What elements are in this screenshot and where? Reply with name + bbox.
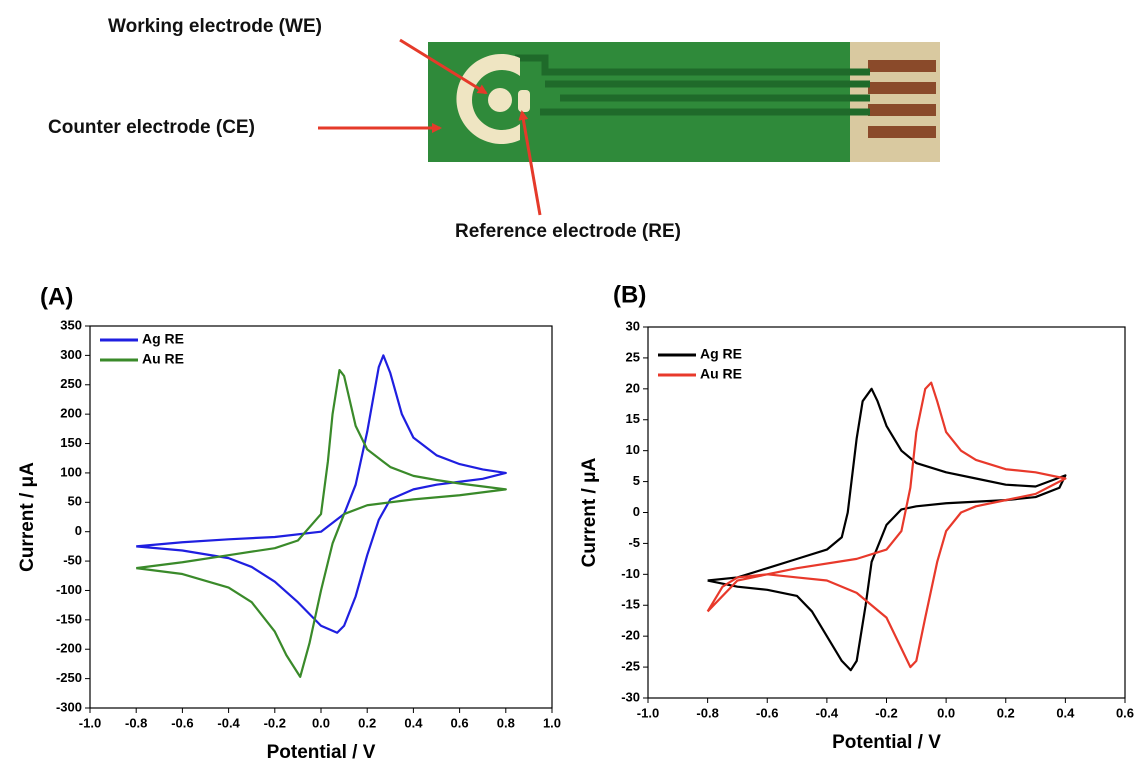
- annotation: Working electrode (WE): [108, 16, 322, 37]
- y-tick-label: 0: [75, 523, 82, 538]
- y-tick-label: -250: [56, 670, 82, 685]
- series-line: [707, 387, 1067, 672]
- legend-label: Au RE: [700, 366, 742, 382]
- y-tick-label: -20: [621, 628, 640, 643]
- x-tick-label: 0.0: [312, 715, 330, 730]
- plot-frame: [647, 326, 1126, 699]
- x-tick-label: 1.0: [543, 715, 561, 730]
- arrow: [399, 38, 488, 95]
- x-tick-label: -0.2: [264, 715, 286, 730]
- y-tick-label: 300: [60, 347, 82, 362]
- x-tick-label: -0.6: [171, 715, 193, 730]
- y-tick-label: 250: [60, 376, 82, 391]
- y-tick-label: 50: [68, 494, 82, 509]
- series-line: [136, 368, 507, 678]
- y-tick-label: 10: [626, 442, 640, 457]
- y-tick-label: -300: [56, 699, 82, 714]
- arrow: [518, 110, 542, 216]
- y-tick-label: 15: [626, 411, 640, 426]
- y-tick-label: -5: [628, 535, 640, 550]
- x-tick-label: 0.8: [497, 715, 515, 730]
- x-tick-label: -0.4: [816, 705, 839, 720]
- x-tick-label: -1.0: [79, 715, 101, 730]
- y-tick-label: 0: [633, 504, 640, 519]
- series-line: [706, 381, 1067, 669]
- y-tick-label: 350: [60, 317, 82, 332]
- x-tick-label: -0.8: [696, 705, 718, 720]
- y-tick-label: -15: [621, 597, 640, 612]
- y-tick-label: -200: [56, 641, 82, 656]
- y-tick-label: -10: [621, 566, 640, 581]
- y-tick-label: 100: [60, 464, 82, 479]
- x-axis-title: Potential / V: [832, 732, 941, 753]
- x-tick-label: 0.6: [1116, 705, 1134, 720]
- x-tick-label: 0.0: [937, 705, 955, 720]
- electrode-photo: [428, 42, 940, 162]
- x-tick-label: 0.6: [451, 715, 469, 730]
- y-tick-label: -25: [621, 659, 640, 674]
- y-tick-label: -100: [56, 582, 82, 597]
- annotation: Counter electrode (CE): [48, 117, 255, 138]
- y-axis-title: Current / μA: [579, 457, 600, 567]
- y-tick-label: -30: [621, 689, 640, 704]
- plot-frame: [89, 325, 553, 709]
- y-tick-label: 30: [626, 318, 640, 333]
- y-tick-label: 5: [633, 473, 640, 488]
- y-tick-label: -150: [56, 611, 82, 626]
- panel-title: (B): [613, 281, 646, 308]
- y-axis-title: Current / μA: [17, 462, 38, 572]
- y-tick-label: -50: [63, 553, 82, 568]
- annotation: Reference electrode (RE): [455, 221, 681, 242]
- series-line: [136, 354, 507, 634]
- legend-label: Ag RE: [142, 331, 184, 347]
- x-tick-label: -0.4: [217, 715, 240, 730]
- x-tick-label: 0.2: [997, 705, 1015, 720]
- x-axis-title: Potential / V: [267, 742, 376, 763]
- x-tick-label: 0.2: [358, 715, 376, 730]
- y-tick-label: 150: [60, 435, 82, 450]
- x-tick-label: -0.6: [756, 705, 778, 720]
- x-tick-label: 0.4: [1056, 705, 1075, 720]
- x-tick-label: 0.4: [404, 715, 423, 730]
- panel-title: (A): [40, 283, 73, 310]
- y-tick-label: 200: [60, 406, 82, 421]
- legend-label: Ag RE: [700, 346, 742, 362]
- legend-label: Au RE: [142, 351, 184, 367]
- x-tick-label: -0.8: [125, 715, 147, 730]
- x-tick-label: -1.0: [637, 705, 659, 720]
- y-tick-label: 25: [626, 349, 640, 364]
- x-tick-label: -0.2: [875, 705, 897, 720]
- y-tick-label: 20: [626, 380, 640, 395]
